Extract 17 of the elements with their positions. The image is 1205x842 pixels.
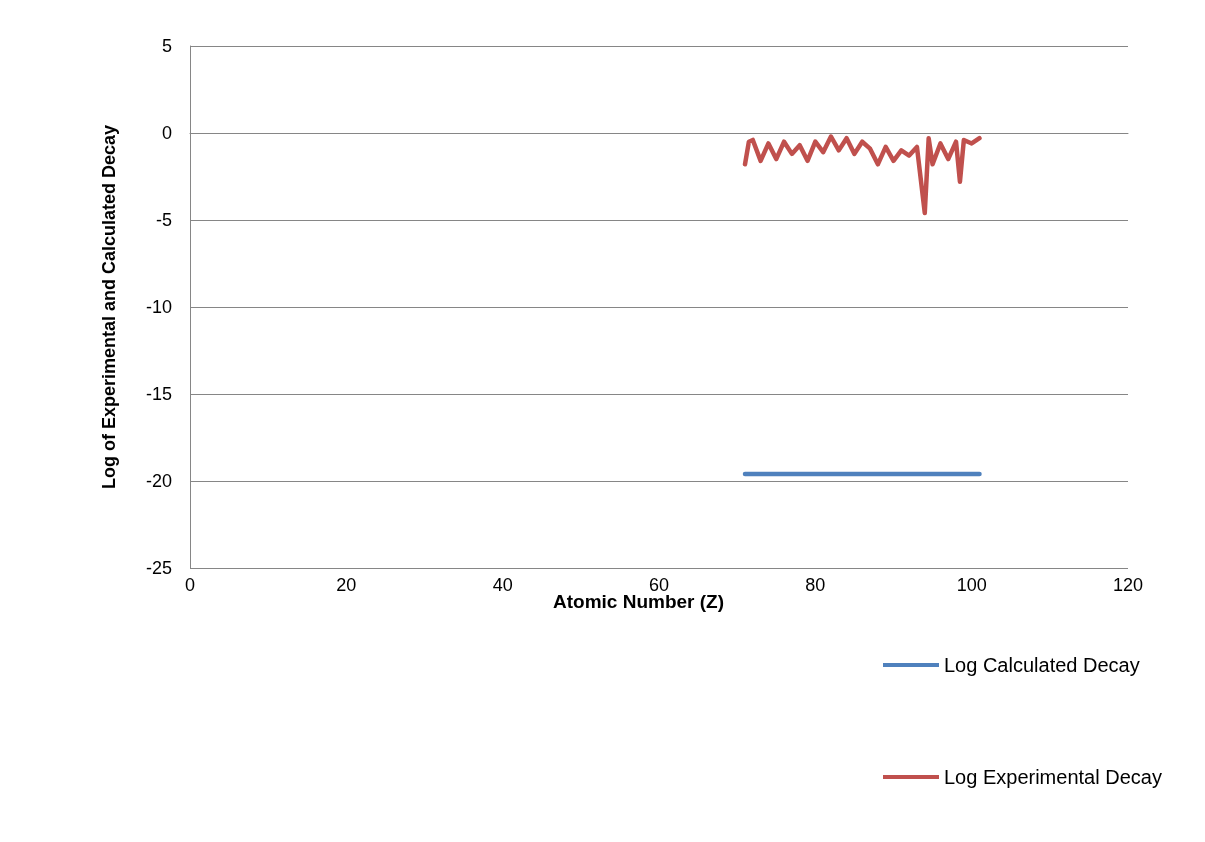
y-tick-label: -20 bbox=[145, 471, 172, 491]
y-tick-label: -25 bbox=[145, 558, 172, 578]
legend-label: Log Calculated Decay bbox=[944, 654, 1140, 676]
y-tick-label: 0 bbox=[161, 123, 172, 143]
x-tick-label: 20 bbox=[336, 575, 357, 595]
x-tick-label: 0 bbox=[184, 575, 196, 595]
legend-label: Log Experimental Decay bbox=[944, 766, 1162, 788]
line-series bbox=[742, 134, 982, 216]
y-tick-label: 5 bbox=[161, 36, 172, 56]
x-tick-label: 100 bbox=[956, 575, 987, 595]
x-tick-label: 80 bbox=[805, 575, 826, 595]
y-tick-label: -10 bbox=[145, 297, 172, 317]
y-tick-label: -15 bbox=[145, 384, 172, 404]
y-axis-title: Log of Experimental and Calculated Decay bbox=[99, 124, 119, 490]
x-tick-label: 120 bbox=[1112, 575, 1144, 595]
x-tick-label: 40 bbox=[492, 575, 513, 595]
y-tick-label: -5 bbox=[155, 210, 172, 230]
